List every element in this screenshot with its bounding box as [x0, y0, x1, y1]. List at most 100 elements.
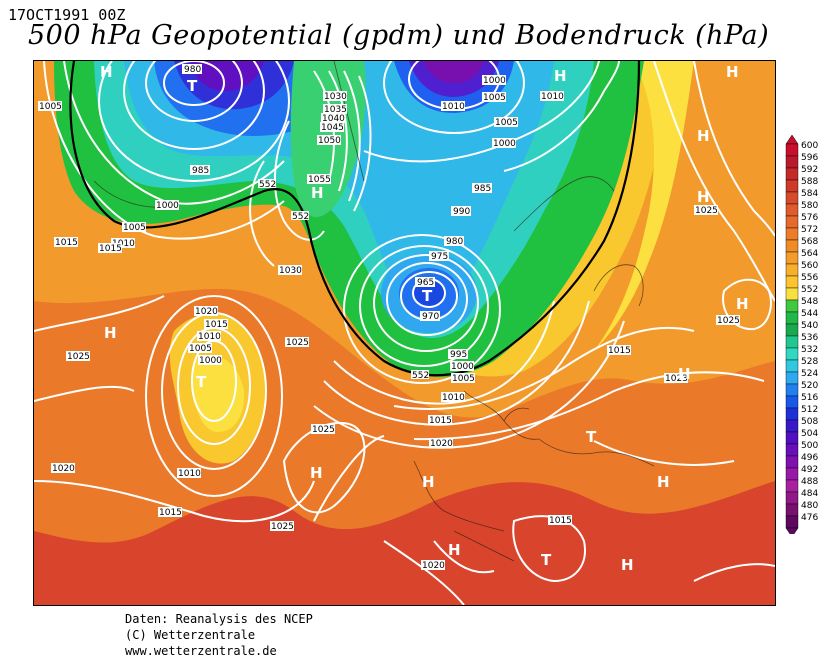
colorbar-label: 552: [801, 285, 818, 295]
pressure-center: T: [187, 77, 198, 95]
colorbar-label: 576: [801, 213, 818, 223]
colorbar-swatch: [785, 263, 799, 277]
svg-text:980: 980: [446, 237, 463, 247]
colorbar-label: 540: [801, 321, 818, 331]
colorbar-label: 564: [801, 249, 818, 259]
isobar-label: 1005: [482, 92, 506, 103]
pressure-center: H: [657, 473, 670, 491]
pressure-center: H: [726, 63, 739, 81]
isobar-label: 1000: [450, 361, 474, 372]
colorbar-label: 560: [801, 261, 818, 271]
svg-text:1005: 1005: [483, 93, 506, 103]
colorbar-swatch: [785, 275, 799, 289]
colorbar-swatch: [785, 491, 799, 505]
isobar-label: 1025: [716, 315, 740, 326]
pressure-center: H: [736, 295, 749, 313]
isobar-label: 1000: [482, 75, 506, 86]
pressure-center: H: [554, 67, 567, 85]
svg-text:1050: 1050: [318, 136, 341, 146]
colorbar-label: 556: [801, 273, 818, 283]
isobar-label: 980: [182, 64, 202, 75]
colorbar-swatch: [785, 167, 799, 181]
isobar-label: 1020: [429, 438, 453, 449]
colorbar-swatch: [785, 383, 799, 397]
colorbar-swatch: [785, 155, 799, 169]
isobar-label: 1010: [540, 91, 564, 102]
isobar-label: 1025: [694, 205, 718, 216]
colorbar-label: 488: [801, 477, 818, 487]
colorbar-swatch: [785, 515, 799, 529]
isobar-label: 965: [415, 277, 435, 288]
colorbar-label: 536: [801, 333, 818, 343]
isobar-label: 1020: [194, 306, 218, 317]
colorbar-label: 592: [801, 165, 818, 175]
svg-text:552: 552: [259, 180, 276, 190]
colorbar-swatch: [785, 251, 799, 265]
colorbar-swatch: [785, 179, 799, 193]
svg-text:1020: 1020: [52, 464, 75, 474]
colorbar-swatch: [785, 311, 799, 325]
isobar-label: 995: [448, 349, 468, 360]
isobar-label: 1020: [51, 463, 75, 474]
isobar-label: 1015: [98, 243, 122, 254]
isobar-label: 552: [411, 370, 429, 381]
colorbar-label: 544: [801, 309, 818, 319]
colorbar-label: 572: [801, 225, 818, 235]
svg-text:1010: 1010: [541, 92, 564, 102]
isobar-label: 1030: [278, 265, 302, 276]
colorbar-label: 532: [801, 345, 818, 355]
map-date: 17OCT1991 00Z: [8, 6, 126, 24]
colorbar-swatch: [785, 359, 799, 373]
pressure-center: H: [100, 63, 113, 81]
svg-text:1025: 1025: [271, 522, 294, 532]
isobar-label: 980: [444, 236, 464, 247]
svg-text:1015: 1015: [429, 416, 452, 426]
svg-text:1000: 1000: [199, 356, 222, 366]
svg-text:1055: 1055: [308, 175, 331, 185]
svg-text:1010: 1010: [198, 332, 221, 342]
colorbar-label: 580: [801, 201, 818, 211]
colorbar-label: 496: [801, 453, 818, 463]
colorbar-legend: 600 596 592 588 584 580 576 572 568 564 560 556 552 5…: [785, 134, 818, 534]
isobar-label: 1045: [320, 122, 344, 133]
svg-text:1010: 1010: [442, 393, 465, 403]
colorbar-swatch: [785, 239, 799, 253]
colorbar-label: 516: [801, 393, 818, 403]
svg-text:985: 985: [474, 184, 491, 194]
credits: Daten: Reanalysis des NCEP (C) Wetterzen…: [125, 611, 313, 659]
svg-text:1005: 1005: [189, 344, 212, 354]
isobar-label: 1010: [177, 468, 201, 479]
isobar-label: 1030: [323, 91, 347, 102]
svg-text:1025: 1025: [717, 316, 740, 326]
svg-text:1045: 1045: [321, 123, 344, 133]
svg-text:1023: 1023: [665, 374, 688, 384]
colorbar-label: 480: [801, 501, 818, 511]
svg-text:1000: 1000: [451, 362, 474, 372]
pressure-center: T: [586, 428, 597, 446]
colorbar-label: 584: [801, 189, 818, 199]
svg-text:985: 985: [192, 166, 209, 176]
colorbar-swatch: [785, 503, 799, 517]
isobar-label: 1015: [54, 237, 78, 248]
colorbar-swatch: [785, 455, 799, 469]
isobar-label: 1015: [158, 507, 182, 518]
pressure-center: H: [311, 184, 324, 202]
isobar-label: 552: [291, 211, 309, 222]
isobar-label: 1005: [122, 222, 146, 233]
isobar-label: 1035: [323, 104, 347, 115]
svg-text:1000: 1000: [483, 76, 506, 86]
isobar-label: 1015: [204, 319, 228, 330]
svg-text:1035: 1035: [324, 105, 347, 115]
isobar-label: 1025: [311, 424, 335, 435]
svg-text:1025: 1025: [695, 206, 718, 216]
colorbar-label: 484: [801, 489, 818, 499]
colorbar-swatch: [785, 407, 799, 421]
svg-text:1020: 1020: [422, 561, 445, 571]
isobar-label: 1010: [197, 331, 221, 342]
svg-text:1040: 1040: [322, 114, 345, 124]
isobar-label: 552: [258, 179, 276, 190]
colorbar-swatch: [785, 371, 799, 385]
colorbar-label: 568: [801, 237, 818, 247]
svg-text:1005: 1005: [495, 118, 518, 128]
isobar-label: 1005: [188, 343, 212, 354]
